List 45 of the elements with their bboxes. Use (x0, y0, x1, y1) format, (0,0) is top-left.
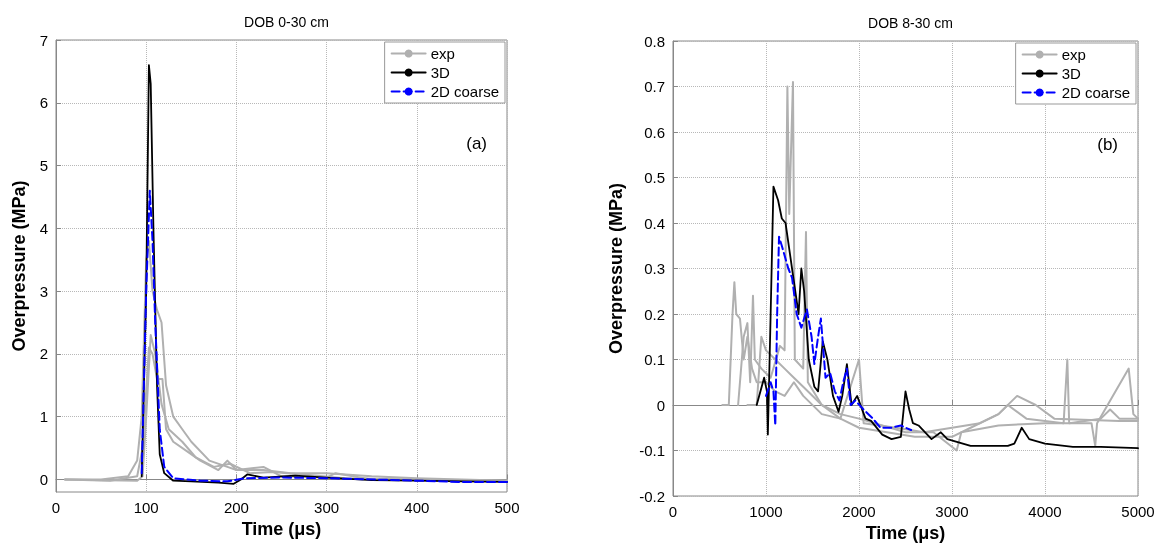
x-tick-label: 4000 (1028, 503, 1062, 520)
x-tick-label: 2000 (842, 503, 876, 520)
y-tick-label: 7 (39, 31, 48, 49)
x-tick-label: 1000 (749, 503, 783, 520)
legend-label: 2D coarse (1061, 84, 1131, 101)
y-tick-label: 6 (39, 94, 48, 112)
y-tick-label: 0 (39, 470, 48, 488)
y-axis-title: Overpressure (MPa) (9, 180, 29, 352)
y-tick-label: 0.8 (644, 32, 665, 50)
legend-label: exp (1061, 46, 1086, 63)
y-tick-label: 1 (39, 408, 48, 426)
x-tick-label: 100 (133, 499, 159, 516)
y-tick-label: 3 (39, 282, 48, 300)
x-tick-label: 5000 (1121, 503, 1155, 520)
x-axis-title: Time (μs) (241, 518, 322, 539)
x-axis-title: Time (μs) (865, 522, 946, 543)
y-tick-label: 0.2 (644, 305, 665, 323)
chart-title: DOB 8-30 cm (868, 15, 953, 31)
x-tick-label: 0 (668, 503, 678, 520)
y-tick-label: 0.7 (644, 78, 665, 95)
y-tick-label: 0.4 (644, 214, 665, 232)
y-tick-label: -0.1 (639, 442, 665, 459)
chart-title: DOB 0-30 cm (244, 14, 329, 30)
legend-label: exp (430, 45, 455, 62)
x-tick-label: 0 (51, 499, 61, 516)
legend-label: 2D coarse (430, 83, 500, 100)
x-tick-label: 400 (404, 499, 430, 516)
y-tick-label: 0.5 (644, 169, 665, 186)
legend-label: 3D (1061, 65, 1081, 82)
y-tick-label: 0.3 (644, 260, 665, 277)
x-tick-label: 200 (223, 499, 249, 516)
y-tick-label: 4 (39, 219, 48, 237)
x-tick-label: 500 (494, 499, 520, 516)
y-tick-label: -0.2 (639, 487, 665, 505)
annotation: (a) (466, 134, 487, 153)
y-axis-title: Overpressure (MPa) (606, 182, 626, 355)
legend-label: 3D (430, 64, 450, 81)
x-tick-label: 3000 (935, 503, 969, 520)
y-tick-label: 0 (656, 396, 665, 414)
y-tick-label: 2 (39, 345, 48, 363)
y-tick-label: 0.1 (644, 351, 665, 368)
x-tick-label: 300 (314, 499, 340, 516)
y-tick-label: 0.6 (644, 123, 665, 141)
y-tick-label: 5 (39, 157, 48, 175)
annotation: (b) (1097, 135, 1118, 154)
